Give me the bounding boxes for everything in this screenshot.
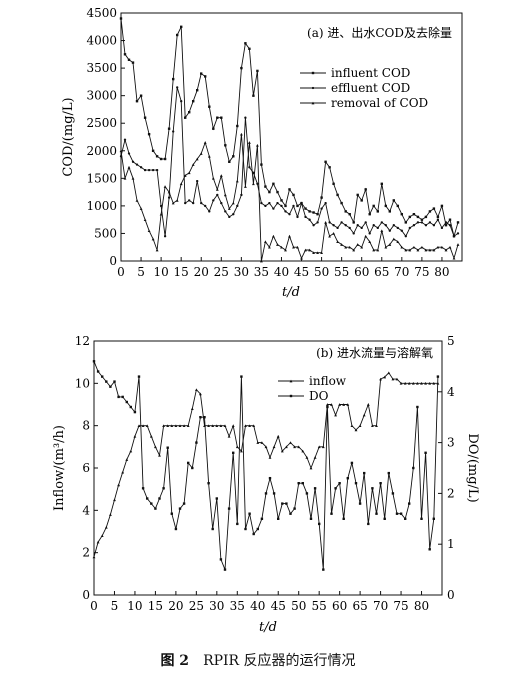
- y-tick-label: 6: [82, 461, 90, 475]
- y-tick-label: 0: [109, 254, 117, 268]
- y-tick-label: 3500: [86, 61, 117, 75]
- y-tick-label: 8: [82, 419, 90, 433]
- chart-panel-inflow-do: 0 5 10 15 20 25 30 35 40 45 50 55 60 65 70 75 8002468101…: [52, 334, 480, 635]
- x-tick-label: 50: [291, 599, 306, 613]
- y-tick-label: 2000: [86, 144, 117, 158]
- x-axis-label: t/d: [259, 620, 277, 635]
- y-tick-label: 1500: [86, 171, 117, 185]
- x-tick-label: 55: [334, 265, 349, 279]
- x-tick-label: 65: [352, 599, 367, 613]
- x-tick-label: 25: [214, 265, 229, 279]
- chart-panel-cod: 0 5 10 15 20 25 30 35 40 45 50 55 60 65 70 75 8005001000…: [61, 6, 463, 300]
- y-tick-label: 2: [82, 546, 90, 560]
- x-tick-label: 70: [394, 265, 409, 279]
- x-tick-label: 25: [189, 599, 204, 613]
- series-line-inflow: [92, 371, 440, 559]
- x-tick-label: 15: [174, 265, 189, 279]
- x-tick-label: 20: [194, 265, 209, 279]
- x-axis-label: t/d: [282, 285, 300, 300]
- x-tick-label: 55: [312, 599, 327, 613]
- x-tick-label: 5: [137, 265, 145, 279]
- x-tick-label: 35: [254, 265, 269, 279]
- x-tick-label: 65: [374, 265, 389, 279]
- y-tick-label: 3000: [86, 89, 117, 103]
- y-tick-label: 4500: [86, 6, 117, 20]
- y-tick-label: 2500: [86, 116, 117, 130]
- x-tick-label: 40: [274, 265, 289, 279]
- y-tick-label: 1000: [86, 199, 117, 213]
- series-line-do: [92, 360, 440, 571]
- x-tick-label: 75: [393, 599, 408, 613]
- x-tick-label: 10: [127, 599, 142, 613]
- axis-ticks: 0 5 10 15 20 25 30 35 40 45 50 55 60 65 70 75 8005001000…: [86, 6, 449, 279]
- x-tick-label: 0: [90, 599, 98, 613]
- y-tick-label: 10: [75, 376, 90, 390]
- axis-ticks: 0 5 10 15 20 25 30 35 40 45 50 55 60 65 70 75 8002468101…: [75, 334, 455, 613]
- x-tick-label: 10: [153, 265, 168, 279]
- x-tick-label: 75: [414, 265, 429, 279]
- legend-label-influent-cod: influent COD: [331, 66, 410, 80]
- y-tick-label: 0: [82, 588, 90, 602]
- x-tick-label: 70: [373, 599, 388, 613]
- legend-label-effluent-cod: effluent COD: [331, 81, 410, 95]
- legend-label-do: DO: [309, 389, 329, 403]
- y-tick-label: 4: [82, 503, 90, 517]
- plot-frame: [93, 340, 443, 596]
- series-line-removal-of-cod: [119, 132, 460, 263]
- plot-frame: [120, 12, 463, 262]
- figure-caption: 图 2 RPIR 反应器的运行情况: [0, 650, 516, 670]
- caption-number: 图 2: [160, 653, 190, 669]
- x-tick-label: 30: [234, 265, 249, 279]
- y2-tick-label: 3: [447, 436, 455, 450]
- x-tick-label: 45: [271, 599, 286, 613]
- y-axis-label: COD/(mg/L): [61, 97, 76, 176]
- series-line-influent-cod: [119, 17, 460, 238]
- chart-title: (b) 进水流量与溶解氧: [316, 345, 433, 360]
- x-tick-label: 45: [294, 265, 309, 279]
- x-tick-label: 80: [414, 599, 429, 613]
- y-tick-label: 4000: [86, 34, 117, 48]
- series-layer: [119, 17, 460, 263]
- x-tick-label: 80: [434, 265, 449, 279]
- x-tick-label: 20: [168, 599, 183, 613]
- y-tick-label: 12: [75, 334, 90, 348]
- x-tick-label: 30: [209, 599, 224, 613]
- x-tick-label: 50: [314, 265, 329, 279]
- y2-tick-label: 4: [447, 385, 455, 399]
- y-tick-label: 500: [94, 226, 117, 240]
- y2-tick-label: 0: [447, 588, 455, 602]
- series-layer: [92, 360, 440, 571]
- x-tick-label: 35: [230, 599, 245, 613]
- x-tick-label: 60: [354, 265, 369, 279]
- x-tick-label: 0: [117, 265, 125, 279]
- x-tick-label: 60: [332, 599, 347, 613]
- caption-text: RPIR 反应器的运行情况: [203, 653, 356, 669]
- x-tick-label: 5: [111, 599, 119, 613]
- y2-tick-label: 2: [447, 486, 455, 500]
- y-axis-label: Inflow/(m³/h): [52, 425, 67, 511]
- x-tick-label: 40: [250, 599, 265, 613]
- chart-title: (a) 进、出水COD及去除量: [307, 25, 452, 40]
- y2-tick-label: 5: [447, 334, 455, 348]
- legend-label-removal-of-cod: removal of COD: [331, 96, 428, 110]
- y2-tick-label: 1: [447, 537, 455, 551]
- y2-axis-label: DO/(mg/L): [465, 433, 480, 502]
- legend-label-inflow: inflow: [309, 374, 347, 388]
- x-tick-label: 15: [148, 599, 163, 613]
